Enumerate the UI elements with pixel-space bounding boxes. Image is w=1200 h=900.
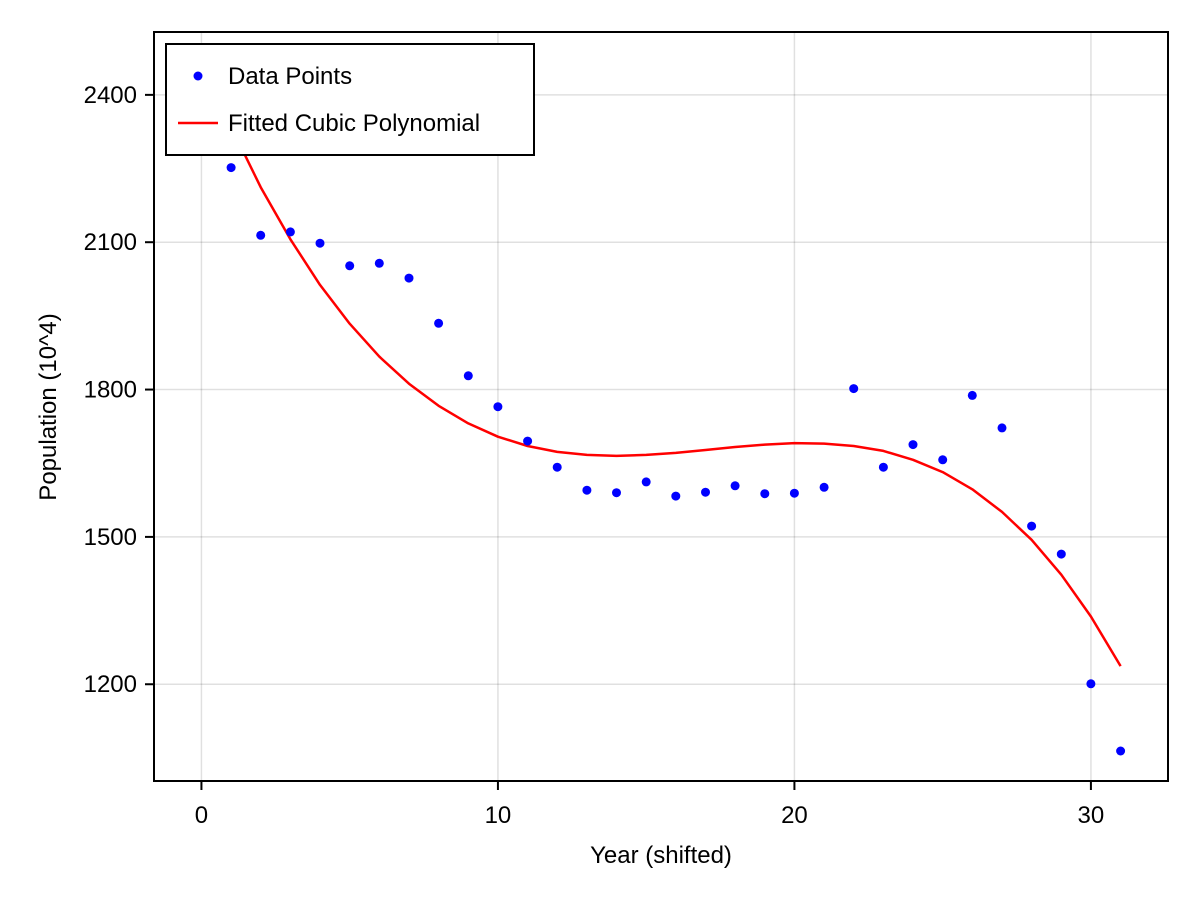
data-point [226, 163, 236, 173]
data-point [1027, 521, 1037, 531]
legend: Data Points Fitted Cubic Polynomial [165, 43, 535, 156]
data-point [849, 384, 859, 394]
data-point [908, 440, 918, 450]
data-point [285, 227, 295, 237]
x-tick-label: 10 [485, 802, 512, 829]
data-point [582, 485, 592, 495]
data-point [819, 482, 829, 492]
data-point [315, 238, 325, 248]
data-point [463, 371, 473, 381]
data-point [671, 491, 681, 501]
y-tick-label: 2100 [84, 229, 137, 256]
x-tick-label: 0 [195, 802, 208, 829]
data-point [701, 487, 710, 497]
data-point [1056, 549, 1066, 559]
data-point [1116, 746, 1126, 756]
data-point [345, 261, 355, 271]
data-point [997, 423, 1007, 433]
y-tick-label: 1800 [84, 377, 137, 404]
grid-layer [154, 32, 1168, 781]
fit-layer [229, 126, 1122, 667]
data-point [938, 455, 948, 465]
tick-layer: 0 10 20 30 1200 1500 1800 2100 2400 [84, 82, 1105, 829]
data-point [404, 273, 414, 283]
data-point [523, 436, 533, 446]
y-axis-title: Population (10^4) [35, 313, 62, 500]
data-point [552, 462, 562, 472]
points-layer [226, 163, 1126, 756]
y-tick-label: 2400 [84, 82, 137, 109]
data-point [493, 402, 503, 412]
data-point [641, 477, 651, 487]
data-point [760, 489, 770, 499]
plot-frame [153, 31, 1169, 782]
data-point [789, 488, 799, 498]
data-point [967, 390, 977, 400]
legend-label-fitted-cubic: Fitted Cubic Polynomial [228, 110, 480, 137]
data-point [256, 230, 266, 240]
data-point [612, 488, 621, 498]
data-point [374, 258, 384, 268]
x-tick-label: 20 [781, 802, 808, 829]
legend-marker-data-points [193, 71, 203, 81]
legend-box [165, 43, 535, 156]
data-point [878, 462, 888, 472]
data-point [1086, 679, 1096, 689]
data-point [730, 481, 740, 491]
y-tick-label: 1200 [84, 671, 137, 698]
x-tick-label: 30 [1078, 802, 1105, 829]
legend-label-data-points: Data Points [228, 63, 352, 90]
fitted-cubic-line [229, 126, 1122, 667]
x-axis-title: Year (shifted) [590, 842, 732, 869]
y-tick-label: 1500 [84, 524, 137, 551]
data-point [434, 318, 444, 328]
